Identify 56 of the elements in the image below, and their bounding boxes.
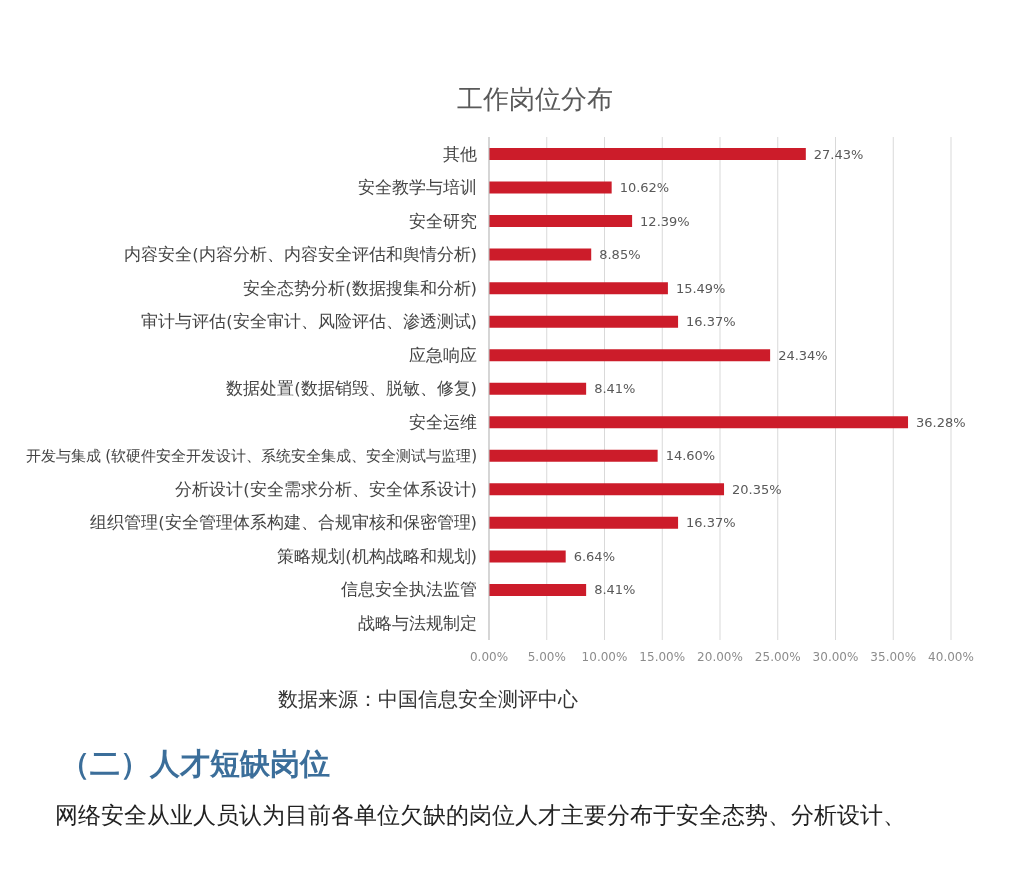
x-tick-label: 25.00%: [754, 649, 801, 664]
bar: [489, 483, 725, 496]
x-tick-label: 0.00%: [469, 649, 509, 664]
data-label: 10.62%: [619, 180, 670, 196]
bar: [489, 516, 679, 529]
bar: [489, 315, 679, 328]
y-tick-label: 组织管理(安全管理体系构建、合规审核和保密管理): [90, 513, 477, 533]
bar: [489, 550, 566, 563]
y-tick-label: 数据处置(数据销毁、脱敏、修复): [226, 379, 477, 399]
bar: [489, 416, 909, 429]
y-tick-label: 安全运维: [409, 412, 477, 432]
x-tick-label: 5.00%: [527, 649, 566, 664]
y-tick-label: 其他: [443, 144, 477, 164]
data-label: 6.64%: [573, 548, 615, 564]
bar: [489, 181, 612, 194]
y-tick-label: 信息安全执法监管: [341, 580, 477, 600]
y-tick-label: 分析设计(安全需求分析、安全体系设计): [175, 479, 477, 499]
data-label: 15.49%: [675, 280, 726, 296]
x-tick-label: 15.00%: [639, 649, 686, 664]
data-label: 24.34%: [778, 347, 828, 363]
data-label: 8.85%: [599, 247, 641, 263]
x-tick-label: 30.00%: [812, 649, 859, 664]
chart-title: 工作岗位分布: [456, 83, 614, 116]
data-label: 20.35%: [732, 481, 782, 497]
text: 网络安全从业人员认为目前各单位欠缺的岗位人才主要分布于安全态势、分析设计、: [55, 801, 906, 830]
data-label: 16.37%: [686, 314, 736, 330]
bar: [489, 282, 668, 295]
text: （二）人才短缺岗位: [60, 745, 330, 783]
y-tick-label: 战略与法规制定: [358, 614, 477, 634]
y-tick-label: 安全研究: [409, 211, 477, 231]
y-tick-label: 开发与集成 (软硬件安全开发设计、系统安全集成、安全测试与监理): [25, 446, 477, 465]
bar: [489, 349, 771, 362]
bar: [489, 583, 587, 596]
bar: [489, 248, 592, 261]
data-label: 27.43%: [813, 146, 864, 162]
bar: [489, 382, 587, 395]
y-tick-label: 审计与评估(安全审计、风险评估、渗透测试): [141, 312, 477, 332]
x-tick-label: 10.00%: [581, 649, 628, 664]
y-tick-label: 内容安全(内容分析、内容安全评估和舆情分析): [124, 245, 477, 265]
source-note: 数据来源：中国信息安全测评中心: [278, 687, 578, 713]
data-label: 14.60%: [665, 448, 716, 464]
x-tick-label: 40.00%: [928, 649, 974, 664]
data-label: 8.41%: [594, 381, 636, 397]
y-tick-label: 安全教学与培训: [358, 178, 477, 198]
data-label: 36.28%: [916, 414, 966, 430]
data-label: 12.39%: [640, 213, 690, 229]
y-tick-label: 策略规划(机构战略和规划): [277, 546, 477, 566]
bar: [489, 449, 658, 462]
bar: [489, 215, 633, 228]
x-tick-label: 20.00%: [697, 649, 743, 664]
y-tick-label: 应急响应: [409, 345, 477, 365]
data-label: 8.41%: [594, 582, 636, 598]
y-tick-label: 安全态势分析(数据搜集和分析): [243, 278, 477, 298]
x-tick-label: 35.00%: [870, 649, 917, 664]
data-label: 16.37%: [686, 515, 736, 531]
bar: [489, 148, 806, 160]
